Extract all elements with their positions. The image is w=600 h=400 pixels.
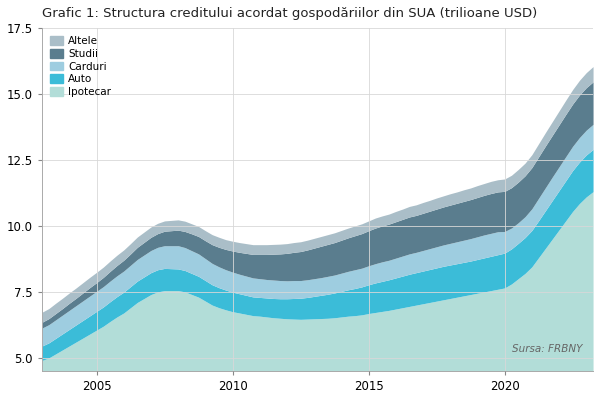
Text: Grafic 1: Structura creditului acordat gospodăriilor din SUA (trilioane USD): Grafic 1: Structura creditului acordat g… — [42, 7, 538, 20]
Text: Sursa: FRBNY: Sursa: FRBNY — [512, 344, 582, 354]
Legend: Altele, Studii, Carduri, Auto, Ipotecar: Altele, Studii, Carduri, Auto, Ipotecar — [47, 33, 114, 100]
